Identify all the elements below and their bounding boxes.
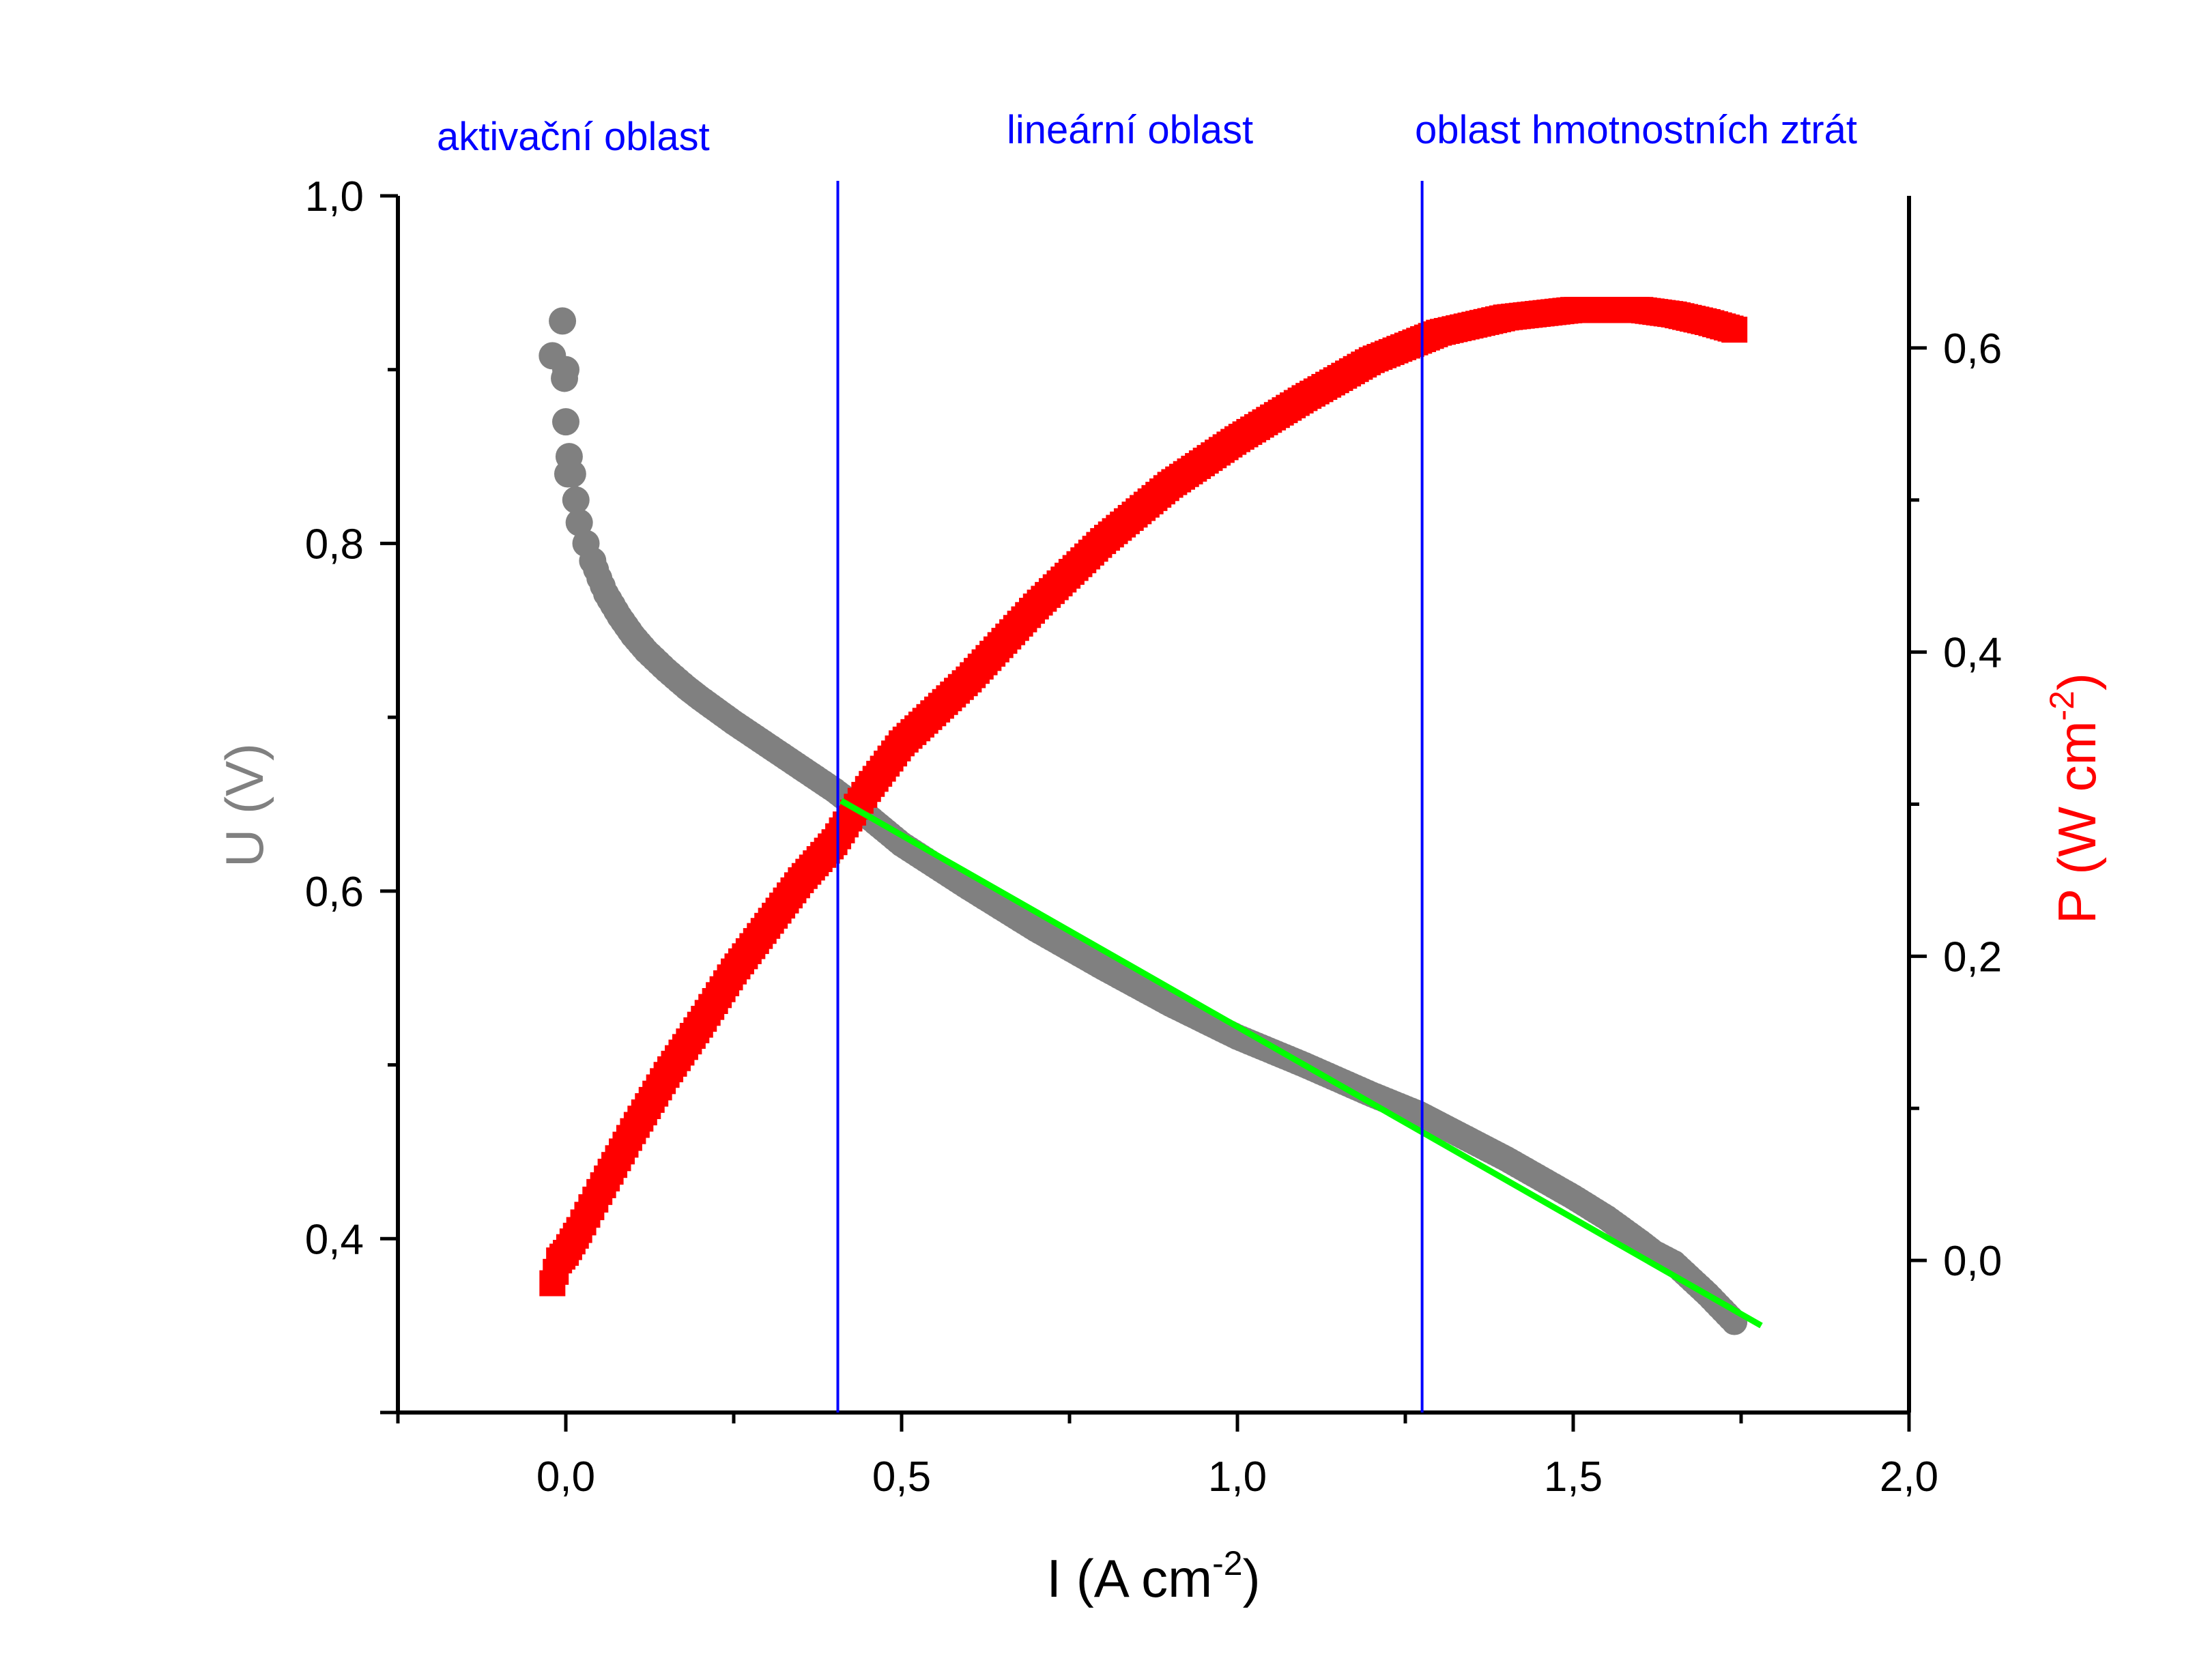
fit-line-layer <box>840 798 1763 1329</box>
x-tick-label: 1,5 <box>1544 1453 1603 1501</box>
region-label-linear: lineární oblast <box>1007 108 1253 152</box>
y-right-axis-ticks: 0,0 0,2 0,4 0,6 <box>1909 325 2002 1285</box>
y-right-tick-label: 0,6 <box>1943 325 2002 373</box>
x-axis-title-sup: -2 <box>1212 1544 1242 1582</box>
data-point-voltage <box>565 508 593 536</box>
y-right-axis-title-main: P (W cm <box>2047 721 2107 924</box>
data-point-power <box>1721 317 1748 343</box>
region-label-activation: aktivační oblast <box>437 115 710 159</box>
y-right-tick-label: 0,4 <box>1943 630 2002 677</box>
series-power <box>539 297 1748 1297</box>
y-right-axis-title-sup: -2 <box>2043 691 2081 721</box>
data-point-voltage <box>562 486 590 514</box>
y-right-tick-label: 0,0 <box>1943 1238 2002 1285</box>
x-tick-label: 0,0 <box>536 1453 595 1501</box>
y-left-axis-title: U (V) <box>214 743 274 867</box>
y-left-axis-ticks: 0,4 0,6 0,8 1,0 <box>305 173 398 1415</box>
data-point-voltage <box>549 307 577 335</box>
x-tick-label: 1,0 <box>1208 1453 1267 1501</box>
x-tick-label: 0,5 <box>872 1453 931 1501</box>
y-left-tick-label: 0,4 <box>305 1216 364 1263</box>
y-right-axis-title-end: ) <box>2047 673 2107 691</box>
x-axis-title-main: I (A cm <box>1046 1548 1212 1608</box>
series-voltage <box>539 307 1748 1335</box>
y-right-axis-title: P (W cm-2) <box>2043 673 2107 924</box>
linear-fit-line <box>840 798 1763 1329</box>
y-left-tick-label: 0,8 <box>305 521 364 568</box>
x-axis-title-end: ) <box>1243 1548 1261 1608</box>
x-axis-title: I (A cm-2) <box>1046 1544 1260 1608</box>
region-boundaries <box>836 181 1424 1413</box>
y-right-tick-label: 0,2 <box>1943 933 2002 981</box>
y-left-tick-label: 0,6 <box>305 869 364 916</box>
data-point-voltage <box>558 460 586 488</box>
plot-frame <box>396 196 1911 1415</box>
x-axis-ticks: 0,0 0,5 1,0 1,5 2,0 <box>396 1413 1938 1501</box>
y-left-tick-label: 1,0 <box>305 173 364 220</box>
region-label-mass-transport: oblast hmotnostních ztrát <box>1415 108 1857 152</box>
data-point-voltage <box>552 408 579 436</box>
x-tick-label: 2,0 <box>1880 1453 1938 1501</box>
data-point-voltage <box>552 356 579 383</box>
